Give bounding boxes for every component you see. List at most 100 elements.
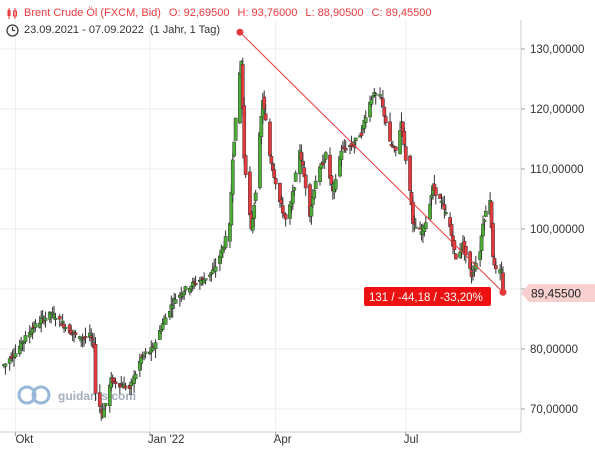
candle-down — [383, 116, 388, 124]
y-tick-label: 130,00000 — [530, 44, 584, 56]
watermark: guidants.com — [17, 385, 136, 405]
candle-up — [309, 205, 314, 217]
y-tick-label: 80,00000 — [530, 344, 578, 356]
candle-down — [280, 205, 285, 214]
candle-up — [163, 317, 168, 325]
candle-down — [433, 187, 438, 196]
trendline-end-handle — [499, 288, 507, 296]
candle-down — [243, 155, 248, 176]
y-tick-label: 120,00000 — [530, 104, 584, 116]
candle-up — [323, 152, 328, 160]
y-tick-label: 100,00000 — [530, 224, 584, 236]
ohlc-close: C: 89,45500 — [371, 7, 432, 19]
candle-up — [233, 117, 238, 141]
candle-down — [359, 132, 364, 137]
candle-up — [483, 210, 488, 217]
ohlc-high: H: 93,76000 — [237, 7, 298, 19]
candle-down — [403, 146, 408, 161]
candle-down — [463, 245, 468, 256]
candle-up — [102, 408, 106, 418]
candle-down — [248, 171, 252, 216]
chart-grid — [0, 20, 521, 432]
candle-down — [381, 98, 385, 107]
candle-down — [97, 392, 102, 407]
candle-down — [272, 169, 277, 178]
candle-down — [494, 265, 498, 270]
candle-up — [423, 222, 428, 229]
candle-down — [343, 148, 348, 151]
candle-up — [322, 160, 327, 164]
candle-down — [449, 224, 454, 236]
candle-down — [263, 113, 268, 121]
trendline[interactable] — [236, 28, 507, 296]
candle-up — [333, 179, 338, 190]
x-tick-label: Jan '22 — [148, 434, 185, 446]
candle-up — [203, 278, 208, 281]
candle-up — [13, 353, 18, 358]
x-tick-label: Apr — [274, 434, 292, 446]
ohlc-open: O: 92,69500 — [168, 7, 230, 19]
candle-down — [491, 223, 495, 257]
candle-up — [223, 236, 228, 248]
candle-up — [160, 323, 165, 330]
candlestick-icon — [7, 7, 17, 19]
candle-up — [413, 226, 418, 229]
candle-up — [252, 205, 257, 219]
candle-up — [183, 286, 188, 291]
candle-up — [173, 299, 178, 304]
x-tick-label: Jul — [404, 434, 419, 446]
candle-up — [339, 150, 344, 160]
candle-up — [398, 130, 402, 154]
trendline-segment — [239, 31, 504, 293]
candle-up — [53, 317, 58, 320]
candle-down — [452, 240, 457, 250]
candle-up — [213, 266, 218, 272]
y-tick-label: 70,00000 — [530, 404, 578, 416]
instrument-row: Brent Crude Öl (FXCM, Bid) O: 92,69500 H… — [6, 5, 439, 21]
candle-up — [139, 357, 144, 364]
candle-up — [23, 335, 28, 342]
candle-down — [402, 131, 407, 145]
candle-up — [143, 351, 148, 354]
candle-up — [153, 342, 158, 349]
candle-down — [273, 178, 278, 185]
candle-up — [33, 323, 38, 328]
candle-up — [373, 93, 378, 96]
candle-up — [378, 94, 382, 97]
candle-up — [230, 159, 235, 195]
candle-down — [83, 336, 88, 339]
x-axis: Okt Jan '22 Apr Jul — [0, 431, 521, 446]
candle-down — [269, 155, 274, 164]
candle-up — [363, 117, 368, 123]
candle-down — [57, 316, 62, 320]
candle-up — [290, 191, 295, 204]
trendline-start-handle — [236, 28, 244, 36]
date-range: 23.09.2021 - 07.09.2022 — [24, 24, 144, 36]
y-tick-label: 110,00000 — [530, 164, 584, 176]
price-tag: 89,45500 — [521, 284, 595, 302]
candle-up — [3, 363, 8, 367]
candle-down — [329, 175, 334, 185]
candle-down — [382, 106, 387, 117]
candle-down — [262, 96, 267, 110]
candle-up — [133, 373, 138, 379]
candle-down — [242, 105, 247, 159]
candle-up — [232, 141, 237, 157]
price-tag-box — [521, 284, 595, 302]
candle-up — [482, 219, 487, 223]
candle-up — [293, 172, 298, 182]
candle-down — [408, 155, 412, 191]
candle-up — [43, 317, 48, 321]
candle-down — [303, 174, 308, 189]
chart-period: (1 Jahr, 1 Tag) — [149, 24, 221, 36]
candle-up — [253, 192, 258, 201]
candle-down — [113, 381, 118, 385]
candle-up — [313, 180, 318, 190]
candle-up — [353, 137, 358, 141]
candle-up — [443, 211, 448, 214]
candle-up — [428, 203, 432, 220]
trend-label[interactable]: 131 / -44,18 / -33,20% — [364, 287, 491, 306]
candle-up — [369, 99, 374, 105]
watermark-text: guidants.com — [58, 389, 136, 403]
